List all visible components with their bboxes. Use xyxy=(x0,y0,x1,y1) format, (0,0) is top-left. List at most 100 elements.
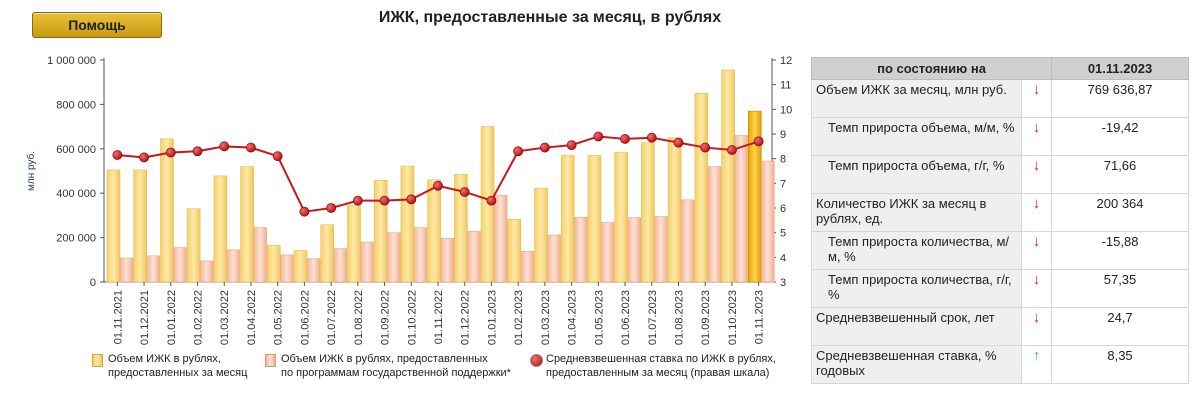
bar-gov xyxy=(146,255,161,283)
table-row: Темп прироста количества, г/г, % ↓ 57,35 xyxy=(811,269,1190,308)
bar-gov xyxy=(280,254,294,283)
table-row: Темп прироста объема, г/г, % ↓ 71,66 xyxy=(811,155,1190,194)
row-trend: ↓ xyxy=(1020,231,1053,270)
arrow-down-icon: ↓ xyxy=(1032,309,1041,326)
row-label: Объем ИЖК за месяц, млн руб. xyxy=(811,79,1022,118)
x-tick-label: 01.10.2023 xyxy=(727,290,739,345)
bar-main xyxy=(267,245,281,283)
bar-gov xyxy=(306,258,321,283)
page-title: ИЖК, предоставленные за месяц, в рублях xyxy=(378,9,722,26)
row-value: 200 364 xyxy=(1051,193,1190,232)
bar-main xyxy=(667,137,682,283)
row-trend: ↓ xyxy=(1020,117,1053,156)
mortgage-chart: 1 000 000 800 000 600 000 400 000 200 000 0 12… xyxy=(25,55,792,345)
bar-gov xyxy=(253,227,267,283)
row-label: Темп прироста объема, г/г, % xyxy=(811,155,1022,194)
rate-point xyxy=(139,152,149,163)
bar-main xyxy=(694,92,709,283)
info-table: по состоянию на 01.11.2023 Объем ИЖК за … xyxy=(810,57,1190,384)
bar-main xyxy=(454,174,468,283)
bar-main xyxy=(614,151,628,283)
rate-point xyxy=(112,150,123,160)
bar-gov xyxy=(386,232,401,283)
y-axis-label: млн руб. xyxy=(25,151,37,191)
y2-tick-label: 3 xyxy=(780,277,786,289)
y2-tick-label: 12 xyxy=(780,55,792,67)
row-trend: ↓ xyxy=(1020,193,1053,232)
rate-point xyxy=(352,195,363,206)
x-tick-label: 01.09.2023 xyxy=(700,290,712,345)
header-label: по состоянию на xyxy=(810,57,1053,80)
x-tick-label: 01.12.2021 xyxy=(139,290,151,345)
table-row: Темп прироста объема, м/м, % ↓ -19,42 xyxy=(811,117,1190,156)
bar-main xyxy=(427,179,441,283)
x-tick-label: 01.06.2022 xyxy=(299,290,311,345)
row-value: 71,66 xyxy=(1051,155,1190,194)
bar-main xyxy=(240,166,254,283)
arrow-down-icon: ↓ xyxy=(1032,81,1041,98)
row-label: Темп прироста объема, м/м, % xyxy=(811,117,1022,156)
y-tick-label: 0 xyxy=(90,277,96,289)
legend-label: предоставленных за месяц xyxy=(108,367,248,379)
legend-swatch-main xyxy=(92,354,103,367)
row-label: Темп прироста количества, г/г, % xyxy=(811,269,1022,308)
row-trend: ↓ xyxy=(1020,155,1053,194)
bar-gov xyxy=(627,217,641,283)
rate-point xyxy=(299,206,310,217)
header-date: 01.11.2023 xyxy=(1051,57,1190,80)
rate-point xyxy=(165,147,176,158)
arrow-down-icon: ↓ xyxy=(1032,233,1041,250)
row-value: 769 636,87 xyxy=(1051,79,1190,118)
rate-point xyxy=(486,195,497,206)
bar-gov xyxy=(680,199,695,283)
row-label: Средневзвешенная ставка, % годовых xyxy=(811,345,1022,384)
x-tick-label: 01.03.2022 xyxy=(219,290,231,345)
rate-point xyxy=(566,140,577,150)
bar-gov xyxy=(520,251,535,283)
x-tick-label: 01.04.2023 xyxy=(567,290,579,345)
legend-label: Объем ИЖК в рублях, xyxy=(108,353,221,365)
help-button[interactable]: Помощь xyxy=(32,12,162,38)
x-tick-label: 01.02.2022 xyxy=(193,290,205,345)
bar-main xyxy=(320,224,335,283)
bar-gov xyxy=(467,231,481,283)
row-trend: ↑ xyxy=(1020,345,1053,384)
table-row: Количество ИЖК за месяц в рублях, ед. ↓ 20… xyxy=(811,193,1190,232)
row-trend: ↓ xyxy=(1020,307,1053,346)
bar-gov xyxy=(573,216,588,283)
bar-gov xyxy=(333,248,348,283)
table-row: Средневзвешенная ставка, % годовых ↑ 8,35 xyxy=(811,345,1190,384)
x-tick-label: 01.09.2022 xyxy=(380,290,392,345)
x-tick-label: 01.03.2023 xyxy=(540,290,552,345)
x-tick-label: 01.01.2022 xyxy=(166,290,178,345)
rate-point xyxy=(326,203,337,213)
x-tick-label: 01.07.2022 xyxy=(326,290,338,345)
y-tick-label: 1 000 000 xyxy=(47,55,96,67)
bar-gov xyxy=(226,249,241,283)
x-tick-label: 01.05.2022 xyxy=(273,290,285,345)
arrow-down-icon: ↓ xyxy=(1032,271,1041,288)
rate-point xyxy=(700,142,711,153)
x-tick-label: 01.04.2022 xyxy=(246,290,258,345)
bar-gov xyxy=(734,135,748,283)
row-value: 57,35 xyxy=(1051,269,1190,308)
rate-point xyxy=(272,151,283,162)
y2-tick-label: 8 xyxy=(780,154,786,166)
row-value: -19,42 xyxy=(1051,117,1190,156)
row-trend: ↓ xyxy=(1020,79,1053,118)
y2-tick-label: 10 xyxy=(780,104,792,116)
legend-swatch-gov xyxy=(265,354,276,367)
y2-tick-label: 7 xyxy=(780,178,786,190)
rate-point xyxy=(753,136,764,147)
bar-gov xyxy=(547,234,561,283)
bar-main xyxy=(347,205,361,283)
bar-main xyxy=(560,155,575,283)
table-row: Объем ИЖК за месяц, млн руб. ↓ 769 636,87 xyxy=(811,79,1190,118)
rate-point xyxy=(192,146,203,157)
rate-point xyxy=(406,194,417,205)
rate-point xyxy=(539,142,550,153)
y2-tick-label: 5 xyxy=(780,228,786,240)
row-value: -15,88 xyxy=(1051,231,1190,270)
bar-main xyxy=(400,165,415,283)
x-tick-label: 01.08.2023 xyxy=(673,290,685,345)
